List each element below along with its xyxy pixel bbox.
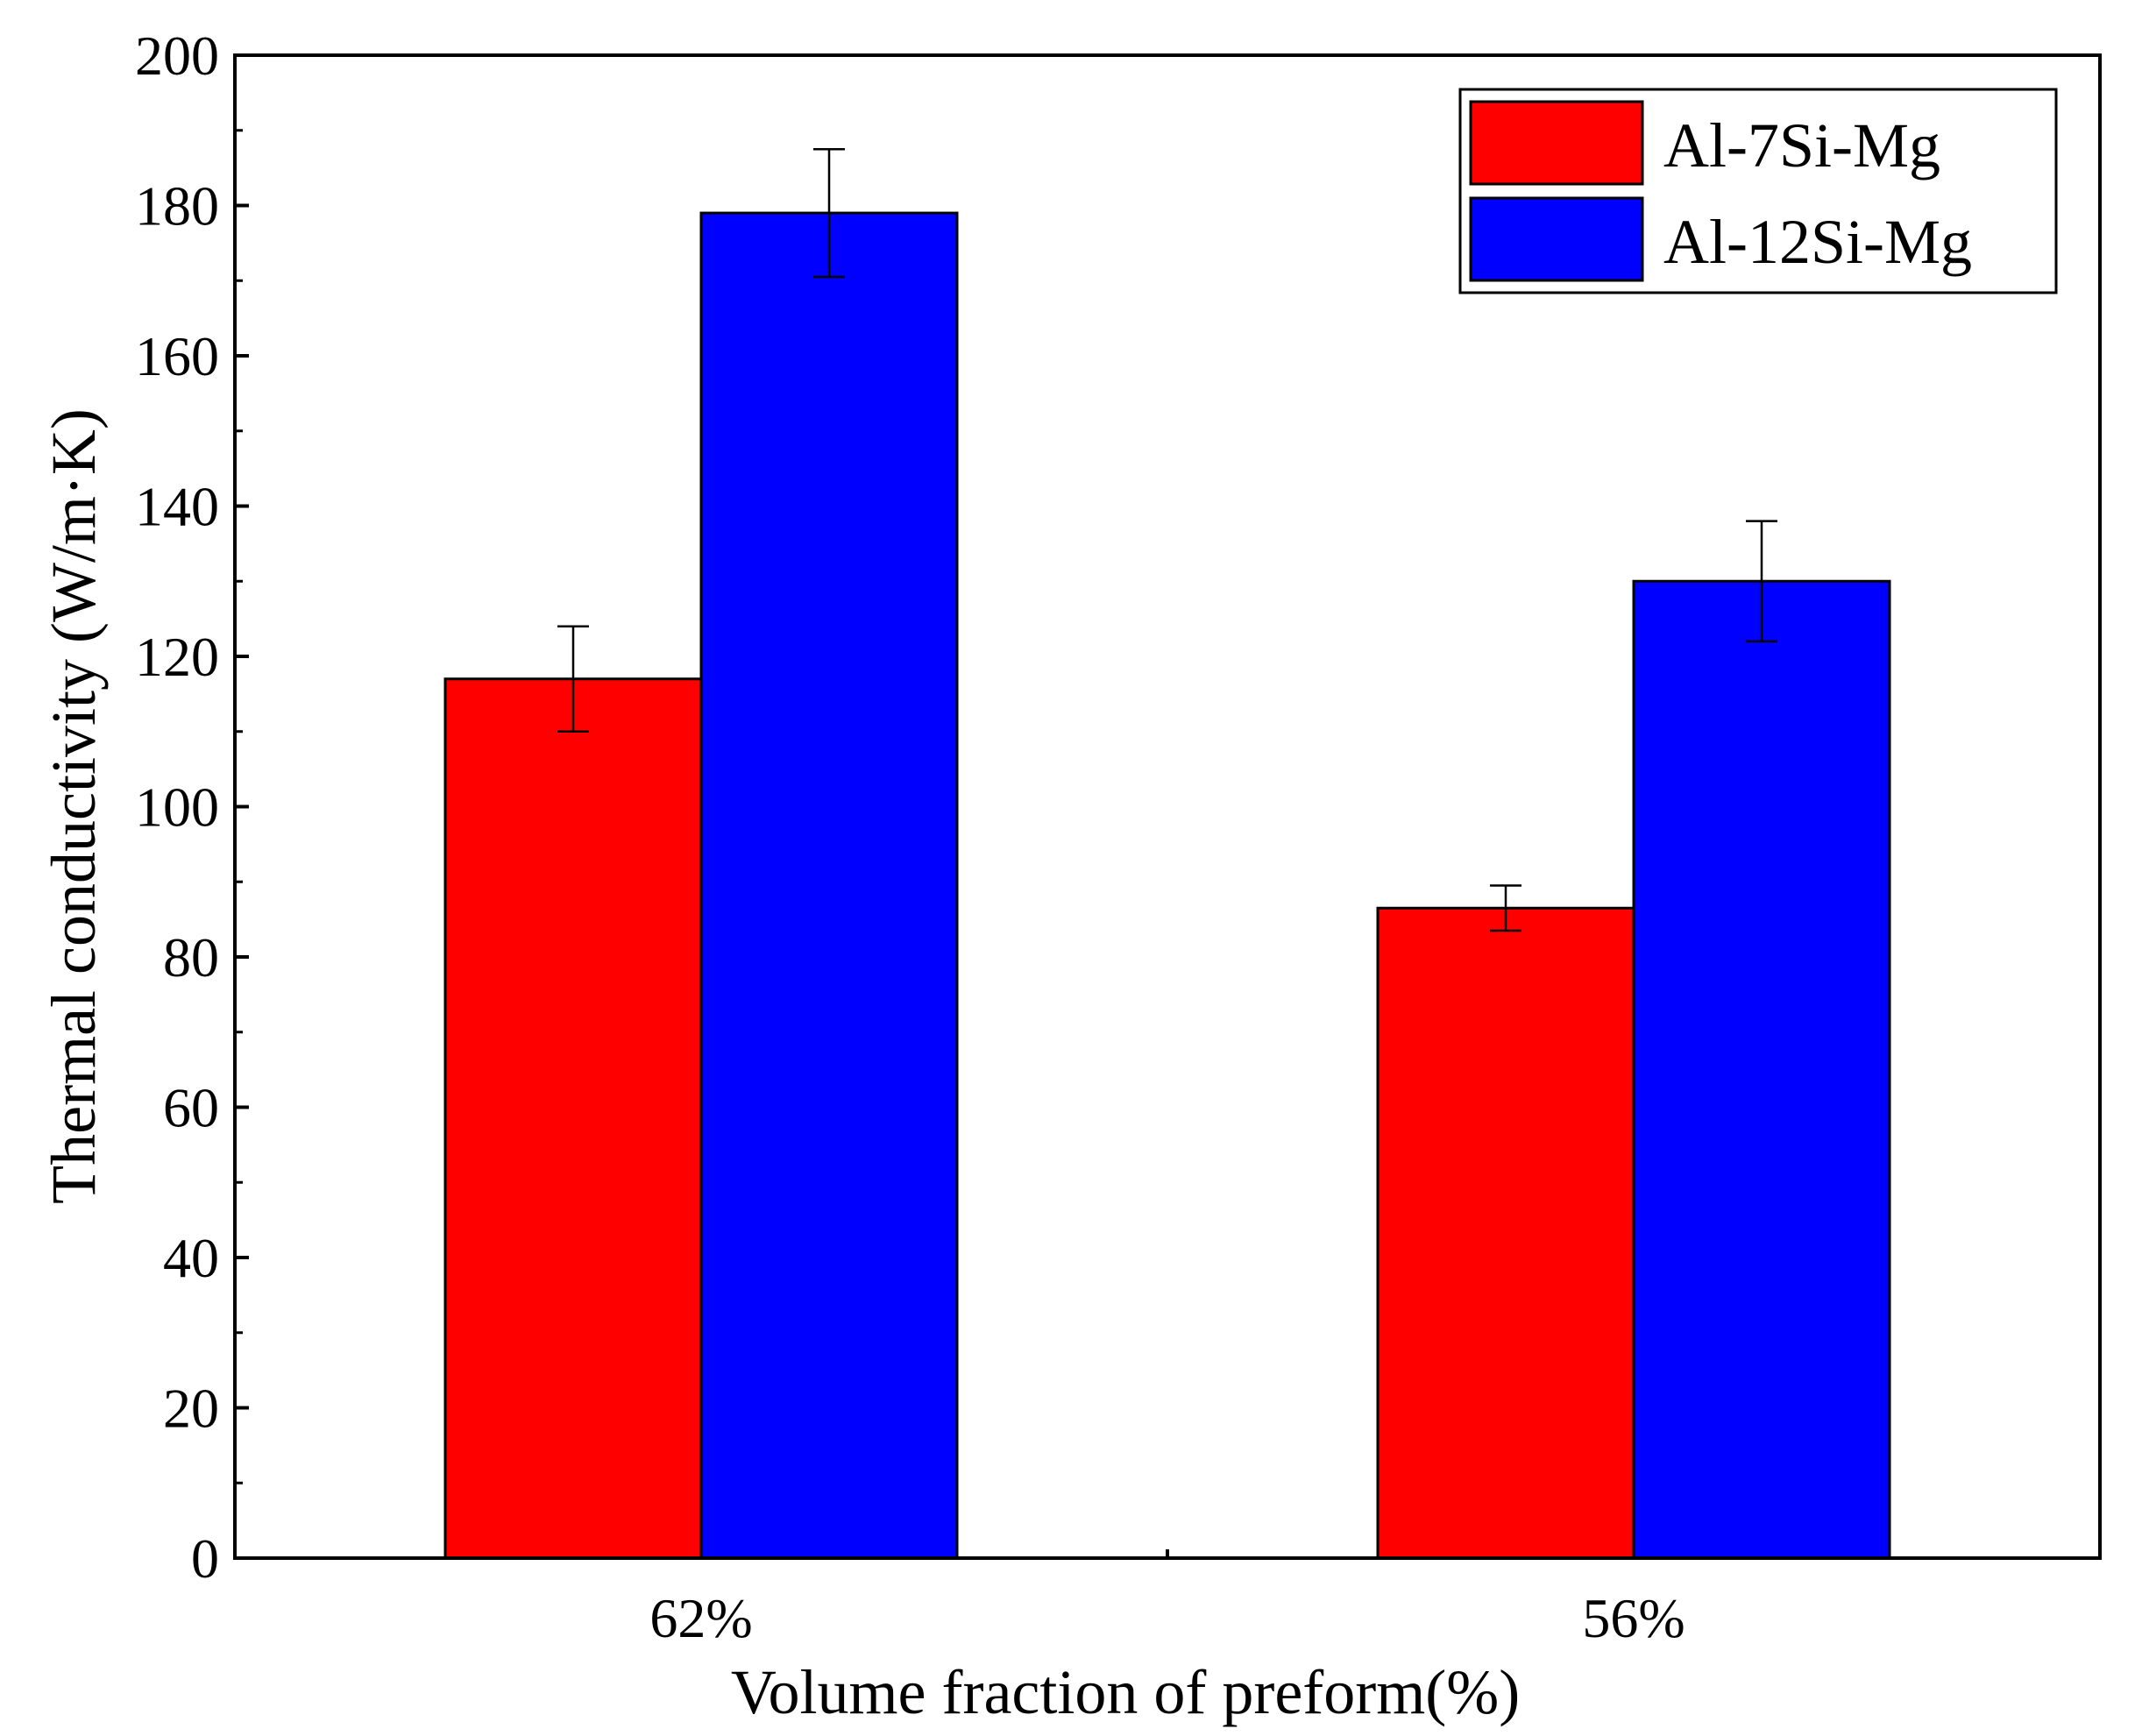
legend-swatch-al-7si-mg <box>1469 100 1644 186</box>
y-tick-label: 180 <box>135 175 219 237</box>
y-axis-ticks: 0 20 40 60 80 100 120 140 160 180 200 <box>135 25 249 1590</box>
bar-al-7si-mg-62pct <box>443 677 703 1560</box>
bar-al-7si-mg-56pct <box>1376 906 1635 1560</box>
y-tick-label: 160 <box>135 325 219 387</box>
y-tick-label: 100 <box>135 776 219 839</box>
legend: Al-7Si-Mg Al-12Si-Mg <box>1458 88 2058 294</box>
bars-layer <box>443 211 1891 1560</box>
x-axis-ticks: 62% 56% <box>649 1549 1685 1649</box>
bar-al-12si-mg-62pct <box>699 211 959 1560</box>
y-tick-label: 80 <box>163 926 219 988</box>
y-tick-label: 140 <box>135 476 219 538</box>
legend-label-al-12si-mg: Al-12Si-Mg <box>1663 207 1972 277</box>
y-tick-label: 0 <box>191 1527 219 1590</box>
y-tick-label: 120 <box>135 626 219 688</box>
y-tick-label: 20 <box>163 1378 219 1440</box>
y-tick-label: 40 <box>163 1227 219 1289</box>
y-tick-label: 60 <box>163 1077 219 1139</box>
legend-label-al-7si-mg: Al-7Si-Mg <box>1663 110 1940 181</box>
x-tick-label: 62% <box>649 1587 752 1649</box>
y-tick-label: 200 <box>135 25 219 87</box>
legend-swatch-al-12si-mg <box>1469 196 1644 282</box>
x-axis-title: Volume fraction of preform(%) <box>731 1657 1520 1727</box>
error-bars-layer <box>557 147 1777 932</box>
bar-al-12si-mg-56pct <box>1632 579 1891 1560</box>
x-tick-label: 56% <box>1582 1587 1685 1649</box>
y-axis-title: Thermal conductivity (W/m·K) <box>39 408 109 1204</box>
